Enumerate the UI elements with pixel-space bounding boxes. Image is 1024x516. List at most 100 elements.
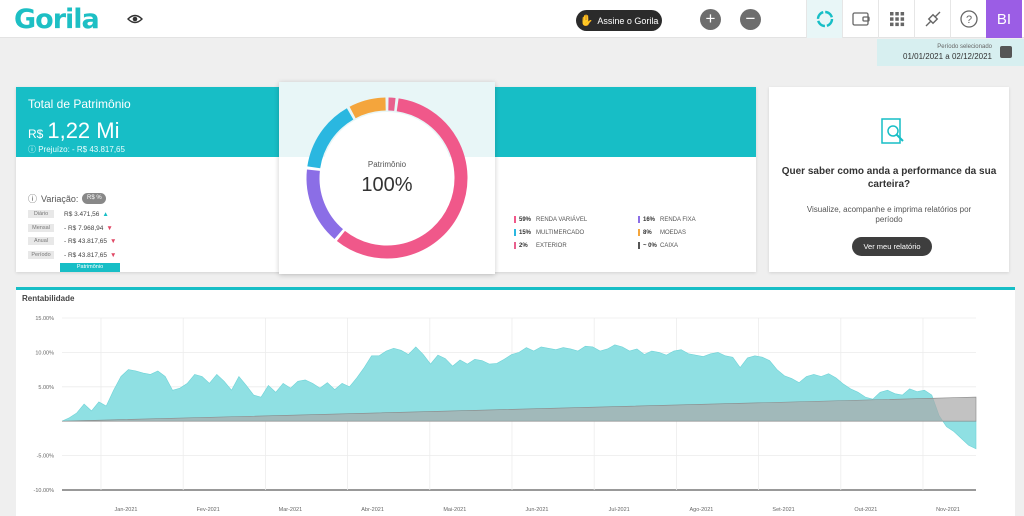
x-tick-label: Ago-2021 — [689, 507, 713, 513]
donut-slice[interactable] — [307, 108, 354, 169]
add-button[interactable]: + — [700, 9, 721, 30]
x-tick-label: Jun-2021 — [526, 507, 549, 513]
connections-nav-button[interactable] — [914, 0, 950, 38]
donut-slice[interactable] — [349, 97, 386, 119]
x-tick-label: Mai-2021 — [443, 507, 466, 513]
legend-swatch — [514, 229, 516, 236]
row-value: R$ 3.471,56 — [64, 210, 100, 218]
rentabilidade-card: 15.00% 10.00% 5.00% -5.00% -10.00% Jan-2021 Fe… — [16, 287, 1015, 516]
legend-name: EXTERIOR — [536, 242, 567, 249]
arrow-up-icon: ▲ — [102, 210, 109, 218]
legend-swatch — [514, 242, 516, 249]
eye-icon[interactable] — [127, 12, 143, 26]
tab-patrimonio[interactable]: Patrimônio — [60, 263, 120, 272]
ver-relatorio-button[interactable]: Ver meu relatório — [852, 237, 932, 256]
assine-gorila-button[interactable]: ✋ Assine o Gorila — [576, 10, 662, 31]
row-tag: Mensal — [28, 224, 54, 232]
y-tick-label: 15.00% — [35, 316, 54, 322]
variacao-row-mensal: Mensal - R$ 7.968,94 ▼ — [28, 223, 113, 233]
arrow-down-icon: ▼ — [106, 224, 113, 232]
y-tick-label: 10.00% — [35, 350, 54, 356]
variacao-row: ⓘ Variação: R$ % — [28, 192, 107, 205]
legend-pct: 2% — [519, 242, 528, 249]
legend-name: MOEDAS — [660, 229, 687, 236]
variacao-row-diario: Diário R$ 3.471,56 ▲ — [28, 209, 109, 219]
legend-pct: 15% — [519, 229, 532, 236]
remove-button[interactable]: − — [740, 9, 761, 30]
portfolio-area-series[interactable] — [61, 344, 977, 450]
rentabilidade-chart[interactable]: 15.00% 10.00% 5.00% -5.00% -10.00% Jan-2021 Fe… — [16, 290, 1015, 516]
legend-pct: 16% — [643, 216, 656, 223]
benchmark-area-series[interactable] — [61, 396, 977, 422]
legend-name: RENDA VARIÁVEL — [536, 216, 588, 223]
gorila-logo[interactable]: Gorila — [14, 4, 100, 35]
user-avatar[interactable]: BI — [986, 0, 1022, 38]
top-bar: Gorila ✋ Assine o Gorila + − — [0, 0, 1024, 38]
allocation-donut-chart[interactable] — [302, 93, 472, 263]
legend-item: 8% MOEDAS — [638, 229, 686, 236]
patrimonio-value: R$ 1,22 Mi — [28, 118, 120, 144]
plug-icon — [925, 11, 940, 27]
patrimonio-amount: 1,22 Mi — [47, 118, 120, 143]
legend-item: 2% EXTERIOR — [514, 242, 567, 249]
periodo-label: Período selecionado — [937, 44, 992, 50]
legend-swatch — [638, 229, 640, 236]
report-search-icon — [881, 118, 904, 144]
donut-value: 100% — [361, 174, 413, 196]
wallet-nav-button[interactable] — [842, 0, 878, 38]
currency-percent-toggle[interactable]: R$ % — [82, 193, 107, 204]
relatorio-card: Quer saber como anda a performance da su… — [769, 87, 1009, 272]
x-tick-label: Nov-2021 — [936, 507, 960, 513]
legend-swatch — [638, 216, 640, 223]
x-tick-label: Out-2021 — [854, 507, 877, 513]
arrow-down-icon: ▼ — [110, 237, 117, 245]
periodo-value: 01/01/2021 a 02/12/2021 — [903, 52, 992, 61]
legend-pct: ~ 0% — [643, 242, 657, 249]
x-tick-label: Set-2021 — [772, 507, 794, 513]
chart-title: Rentabilidade — [22, 294, 75, 303]
allocation-donut-card: Patrimônio 100% — [279, 82, 495, 274]
row-value: - R$ 43.817,65 — [64, 237, 108, 245]
wallet-icon — [851, 12, 870, 26]
row-value: - R$ 43.817,65 — [64, 251, 108, 259]
x-tick-label: Abr-2021 — [361, 507, 384, 513]
apps-nav-button[interactable] — [878, 0, 914, 38]
donut-slice[interactable] — [336, 98, 468, 259]
patrimonio-title: Total de Patrimônio — [28, 97, 131, 111]
y-tick-label: -10.00% — [34, 488, 55, 494]
legend-name: CAIXA — [660, 242, 679, 249]
variacao-label: Variação: — [41, 193, 79, 204]
legend-item: 16% RENDA FIXA — [638, 216, 696, 223]
hand-icon: ✋ — [579, 15, 594, 27]
donut-slice[interactable] — [306, 169, 344, 240]
periodo-selector[interactable]: Período selecionado 01/01/2021 a 02/12/2… — [877, 39, 1024, 66]
legend-pct: 59% — [519, 216, 532, 223]
currency-label: R$ — [28, 127, 44, 141]
legend-name: MULTIMERCADO — [536, 229, 585, 236]
arrow-down-icon: ▼ — [110, 251, 117, 259]
row-tag: Período — [28, 251, 54, 259]
portfolio-nav-button[interactable] — [806, 0, 842, 38]
row-tag: Diário — [28, 210, 54, 218]
help-icon: ? — [959, 10, 978, 28]
refresh-circle-icon — [816, 10, 833, 28]
relatorio-question: Quer saber como anda a performance da su… — [781, 166, 997, 190]
info-icon: ⓘ — [28, 194, 38, 204]
variacao-row-periodo: Período - R$ 43.817,65 ▼ — [28, 250, 116, 260]
legend-name: RENDA FIXA — [660, 216, 696, 223]
grid-icon — [889, 12, 904, 27]
x-tick-label: Jan-2021 — [115, 507, 138, 513]
row-tag: Anual — [28, 237, 54, 245]
y-tick-label: 5.00% — [38, 385, 54, 391]
x-tick-label: Mar-2021 — [279, 507, 303, 513]
help-nav-button[interactable]: ? — [950, 0, 986, 38]
legend-pct: 8% — [643, 229, 652, 236]
nav-icons: ? BI — [806, 0, 1022, 38]
x-tick-label: Jul-2021 — [609, 507, 630, 513]
calendar-icon[interactable] — [1000, 46, 1012, 58]
legend-item: ~ 0% CAIXA — [638, 242, 678, 249]
legend-item: 15% MULTIMERCADO — [514, 229, 584, 236]
donut-label: Patrimônio — [367, 160, 407, 169]
svg-text:?: ? — [965, 14, 971, 26]
variacao-row-anual: Anual - R$ 43.817,65 ▼ — [28, 236, 116, 246]
